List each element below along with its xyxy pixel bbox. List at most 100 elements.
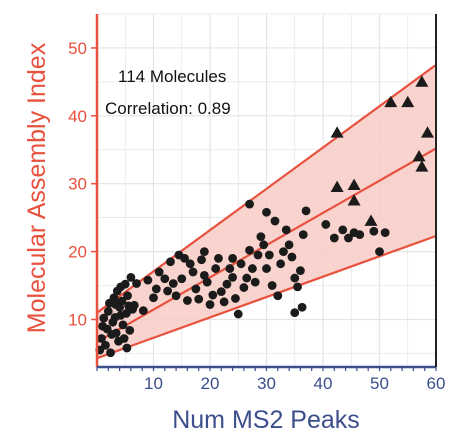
data-point-triangle (330, 126, 344, 138)
data-points (95, 75, 435, 358)
data-point-triangle (347, 178, 361, 190)
correlation-annotation: Correlation: 0.89 (105, 99, 231, 118)
upper-bound-line (96, 64, 437, 314)
data-point (205, 300, 215, 309)
data-point (121, 308, 131, 318)
data-point-triangle (415, 160, 429, 172)
data-point (270, 216, 280, 226)
data-point (245, 199, 254, 209)
data-point (143, 275, 153, 285)
x-tick-label: 60 (427, 374, 446, 393)
y-tick-label: 50 (68, 39, 87, 58)
x-tick-label: 30 (257, 374, 276, 393)
data-point (191, 284, 201, 294)
data-point (338, 225, 348, 235)
data-point (171, 291, 181, 301)
data-point (202, 277, 212, 287)
data-point (208, 290, 218, 300)
x-tick-label: 20 (201, 374, 220, 393)
data-point (97, 334, 106, 343)
data-point (247, 264, 257, 273)
data-point (109, 293, 119, 303)
tick-labels: 10 20 30 40 50 60 10 20 30 40 50 (68, 39, 445, 393)
data-point (264, 250, 274, 260)
axes (91, 14, 437, 371)
y-axis-label: Molecular Assembly Index (23, 42, 51, 333)
data-point (369, 226, 379, 236)
data-point-triangle (412, 150, 426, 162)
data-point (245, 245, 254, 255)
data-point (297, 302, 307, 312)
data-point (199, 247, 209, 256)
x-tick-label: 50 (370, 374, 389, 393)
data-point (329, 233, 339, 243)
molecule-count-annotation: 114 Molecules (118, 67, 226, 86)
data-point (228, 272, 238, 282)
data-point (99, 313, 109, 323)
data-point (228, 253, 238, 263)
y-tick-label: 20 (68, 243, 87, 262)
data-point (122, 343, 132, 353)
data-point (290, 308, 300, 318)
data-point-triangle (415, 75, 429, 87)
data-point (106, 348, 115, 358)
y-tick-label: 30 (68, 175, 87, 194)
x-axis-label: Num MS2 Peaks (172, 406, 360, 434)
data-point (129, 300, 139, 310)
x-tick-label: 40 (314, 374, 333, 393)
data-point (154, 267, 164, 277)
data-point (287, 252, 297, 262)
data-point (125, 325, 135, 335)
data-point (242, 273, 252, 283)
data-point (160, 274, 170, 284)
data-point (279, 247, 288, 256)
data-point (298, 230, 308, 240)
data-point (188, 267, 198, 277)
data-point (236, 259, 246, 269)
data-point-triangle (401, 95, 415, 108)
data-point (344, 233, 353, 243)
data-point (290, 273, 300, 283)
data-point (250, 277, 260, 287)
data-point (253, 250, 263, 260)
data-point (281, 225, 291, 235)
data-point (151, 284, 161, 294)
data-point (199, 270, 209, 280)
data-point (219, 297, 229, 307)
data-point (256, 232, 266, 242)
y-tick-label: 40 (68, 107, 87, 126)
data-point-triangle (330, 180, 344, 192)
data-point (375, 247, 384, 256)
data-point (293, 282, 302, 292)
data-point (111, 328, 121, 338)
data-point (211, 264, 221, 273)
data-point (194, 294, 204, 304)
data-point (231, 294, 240, 303)
data-point (185, 259, 195, 269)
data-point (174, 250, 184, 260)
data-point (168, 279, 178, 288)
data-point (197, 255, 206, 265)
data-point (103, 306, 113, 316)
data-point-triangle (384, 95, 398, 108)
data-point (123, 291, 132, 301)
data-point (273, 291, 283, 301)
data-point (177, 274, 187, 284)
data-point (380, 228, 390, 237)
y-tick-label: 10 (68, 310, 87, 329)
data-point (149, 293, 158, 303)
data-point (355, 230, 365, 240)
data-point (216, 287, 226, 297)
data-point (284, 240, 294, 250)
data-point (267, 281, 277, 290)
data-point (321, 220, 331, 229)
data-point-triangle (421, 126, 435, 138)
data-point (119, 334, 129, 343)
data-point (116, 282, 126, 292)
data-point (222, 279, 232, 289)
data-point (163, 286, 173, 296)
lower-bound-line (96, 234, 437, 360)
data-point (166, 257, 175, 267)
data-point (225, 264, 235, 273)
